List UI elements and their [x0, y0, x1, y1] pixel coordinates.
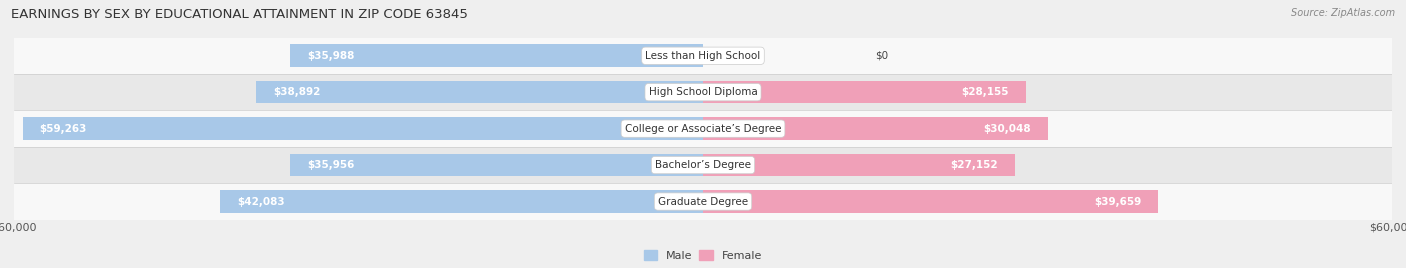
Bar: [703, 190, 1159, 213]
Text: Source: ZipAtlas.com: Source: ZipAtlas.com: [1291, 8, 1395, 18]
Text: $35,988: $35,988: [307, 51, 354, 61]
Bar: [703, 117, 1047, 140]
Bar: [14, 147, 1392, 183]
Bar: [14, 74, 1392, 110]
Text: EARNINGS BY SEX BY EDUCATIONAL ATTAINMENT IN ZIP CODE 63845: EARNINGS BY SEX BY EDUCATIONAL ATTAINMEN…: [11, 8, 468, 21]
Bar: [703, 154, 1015, 176]
Text: Bachelor’s Degree: Bachelor’s Degree: [655, 160, 751, 170]
Text: $39,659: $39,659: [1094, 196, 1142, 207]
Text: $35,956: $35,956: [308, 160, 354, 170]
Bar: [14, 183, 1392, 220]
Text: $42,083: $42,083: [238, 196, 284, 207]
Text: Graduate Degree: Graduate Degree: [658, 196, 748, 207]
Text: $30,048: $30,048: [983, 124, 1031, 134]
Text: $59,263: $59,263: [39, 124, 87, 134]
Text: High School Diploma: High School Diploma: [648, 87, 758, 97]
Bar: [22, 117, 703, 140]
Text: College or Associate’s Degree: College or Associate’s Degree: [624, 124, 782, 134]
Text: $38,892: $38,892: [274, 87, 321, 97]
Bar: [256, 81, 703, 103]
Bar: [290, 44, 703, 67]
Text: $0: $0: [875, 51, 889, 61]
Text: $28,155: $28,155: [962, 87, 1010, 97]
Legend: Male, Female: Male, Female: [640, 246, 766, 265]
Text: Less than High School: Less than High School: [645, 51, 761, 61]
Text: $27,152: $27,152: [950, 160, 997, 170]
Bar: [14, 38, 1392, 74]
Bar: [219, 190, 703, 213]
Bar: [14, 110, 1392, 147]
Bar: [703, 81, 1026, 103]
Bar: [290, 154, 703, 176]
